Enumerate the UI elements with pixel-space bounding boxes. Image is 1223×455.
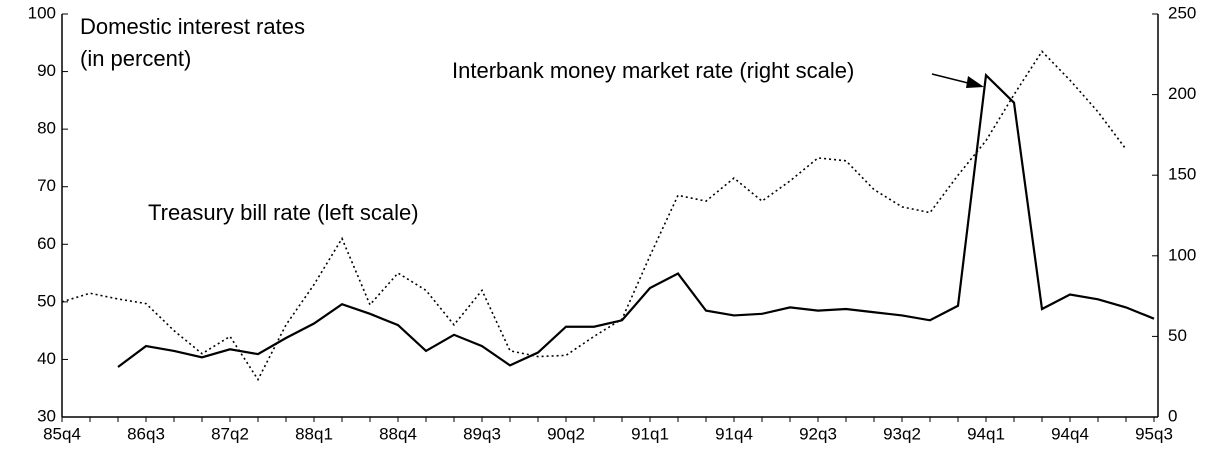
y-tick-label: 60 [37,234,56,253]
x-tick-label: 92q3 [799,424,837,443]
x-tick-label: 91q4 [715,424,753,443]
x-tick-label: 88q1 [295,424,333,443]
y2-tick-label: 150 [1168,165,1196,184]
y-tick-label: 90 [37,61,56,80]
x-tick-label: 94q1 [967,424,1005,443]
x-tick-label: 94q4 [1051,424,1089,443]
y2-tick-label: 0 [1168,406,1177,425]
arrow-head [966,76,984,88]
y2-tick-label: 50 [1168,326,1187,345]
x-tick-label: 85q4 [43,424,81,443]
y-tick-label: 100 [28,3,56,22]
y-tick-label: 50 [37,291,56,310]
annotation: Treasury bill rate (left scale) [148,200,419,225]
y-tick-label: 80 [37,119,56,138]
chart-subtitle: (in percent) [80,46,191,71]
chart-title: Domestic interest rates [80,14,305,39]
annotation: Interbank money market rate (right scale… [452,58,854,83]
x-tick-label: 93q2 [883,424,921,443]
x-tick-label: 88q4 [379,424,417,443]
y-tick-label: 40 [37,349,56,368]
x-tick-label: 90q2 [547,424,585,443]
line [117,72,1155,368]
x-tick-label: 91q1 [631,424,669,443]
y2-tick-label: 200 [1168,84,1196,103]
y-tick-label: 30 [37,406,56,425]
x-tick-label: 95q3 [1135,424,1173,443]
x-tick-label: 87q2 [211,424,249,443]
x-tick-label: 86q3 [127,424,165,443]
y-tick-label: 70 [37,176,56,195]
x-tick-label: 89q3 [463,424,501,443]
y2-tick-label: 250 [1168,3,1196,22]
y2-tick-label: 100 [1168,245,1196,264]
